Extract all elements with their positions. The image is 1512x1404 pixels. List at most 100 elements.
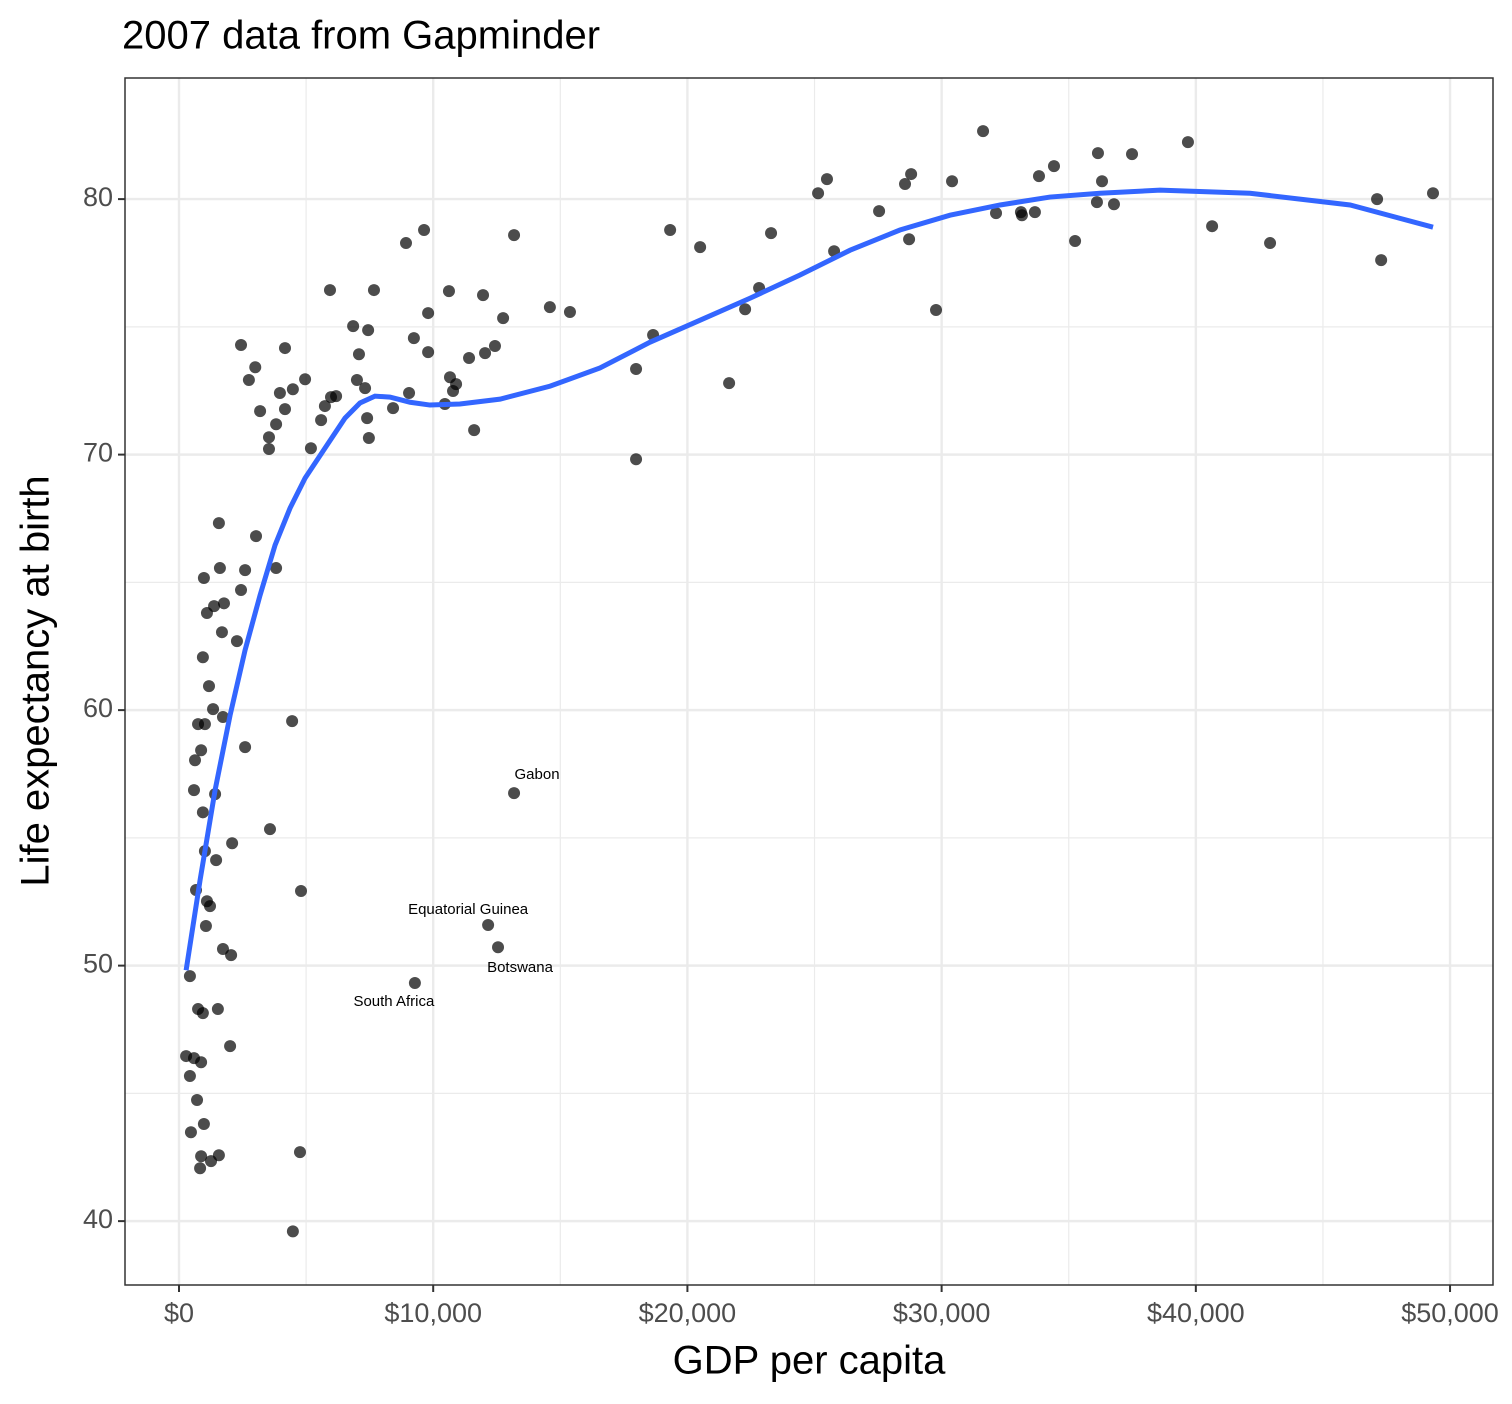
- point: [254, 405, 267, 418]
- point: [903, 233, 916, 246]
- point: [286, 715, 299, 728]
- panel: [125, 78, 1493, 1285]
- point: [198, 718, 211, 731]
- point: [418, 224, 431, 237]
- smooth-line: [183, 187, 1434, 971]
- point: [273, 387, 286, 400]
- point: [286, 383, 299, 396]
- point: [350, 374, 363, 387]
- point: [183, 970, 196, 983]
- point: [278, 342, 291, 355]
- point: [1371, 193, 1384, 206]
- point: [239, 564, 252, 577]
- point: [270, 562, 283, 575]
- point: [304, 442, 317, 455]
- point: [905, 168, 918, 181]
- point: [197, 1118, 210, 1131]
- point: [196, 1007, 209, 1020]
- point: [199, 920, 212, 933]
- point: [195, 1056, 208, 1069]
- point: [200, 607, 213, 620]
- point: [212, 517, 225, 530]
- y-tick-label: 40: [83, 1204, 113, 1234]
- point: [359, 382, 372, 395]
- point: [226, 837, 239, 850]
- point: [630, 363, 643, 376]
- point: [270, 418, 283, 431]
- point: [195, 744, 208, 757]
- point: [387, 402, 400, 415]
- annotation: Gabon: [515, 766, 560, 783]
- x-tick-label: $0: [164, 1298, 194, 1328]
- point: [362, 324, 375, 337]
- point: [482, 918, 495, 931]
- x-axis-label: GDP per capita: [673, 1339, 946, 1383]
- point: [315, 414, 328, 427]
- point: [196, 806, 209, 819]
- point: [293, 1146, 306, 1159]
- point: [1181, 136, 1194, 149]
- point: [196, 651, 209, 664]
- point: [224, 1040, 237, 1053]
- point: [195, 1150, 208, 1163]
- point: [184, 1126, 197, 1139]
- point: [217, 597, 230, 610]
- point: [242, 374, 255, 387]
- point: [191, 1094, 204, 1107]
- point: [543, 301, 556, 314]
- point: [1264, 237, 1277, 250]
- point: [262, 442, 275, 455]
- point: [442, 285, 455, 298]
- point: [235, 339, 248, 352]
- y-tick-label: 80: [83, 182, 113, 212]
- point: [508, 229, 521, 242]
- point: [295, 885, 308, 898]
- point: [630, 453, 643, 466]
- point: [1107, 198, 1120, 211]
- point: [477, 289, 490, 302]
- point: [723, 377, 736, 390]
- point: [739, 303, 752, 316]
- point: [325, 391, 338, 404]
- annotation: Botswana: [487, 959, 554, 976]
- point: [225, 949, 238, 962]
- x-tick-label: $10,000: [384, 1298, 482, 1328]
- point: [468, 424, 481, 437]
- point: [408, 976, 421, 989]
- point: [664, 224, 677, 237]
- point: [239, 741, 252, 754]
- x-tick-label: $30,000: [893, 1298, 991, 1328]
- point: [235, 584, 248, 597]
- point: [318, 400, 331, 413]
- point: [463, 352, 476, 365]
- point: [497, 312, 510, 325]
- point: [210, 854, 223, 867]
- point: [215, 626, 228, 639]
- point: [1069, 235, 1082, 248]
- point: [264, 823, 277, 836]
- point: [211, 1003, 224, 1016]
- point: [367, 284, 380, 297]
- point: [205, 1155, 218, 1168]
- point: [422, 307, 435, 320]
- point: [765, 227, 778, 240]
- annotation: Equatorial Guinea: [408, 901, 529, 918]
- point: [1427, 187, 1440, 200]
- point: [447, 384, 460, 397]
- point: [197, 572, 210, 585]
- point: [189, 754, 202, 767]
- point: [899, 178, 912, 191]
- point: [1206, 220, 1219, 233]
- point: [183, 1069, 196, 1082]
- panel-border: [124, 77, 1494, 1286]
- point: [262, 431, 275, 444]
- point: [213, 562, 226, 575]
- point: [1090, 196, 1103, 209]
- point: [1096, 175, 1109, 188]
- point: [400, 237, 413, 250]
- point: [479, 347, 492, 360]
- point: [1032, 170, 1045, 183]
- point: [347, 320, 360, 333]
- point: [873, 205, 886, 218]
